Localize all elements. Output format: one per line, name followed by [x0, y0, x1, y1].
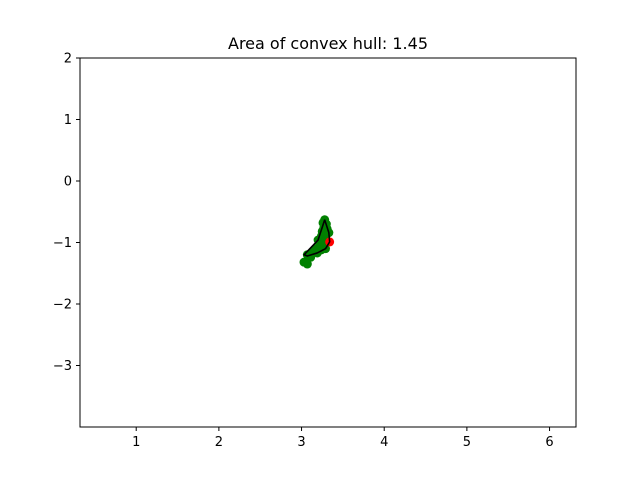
y-tick-label: −2 [53, 298, 72, 313]
x-tick-label: 1 [132, 435, 140, 450]
y-tick-label: −3 [53, 359, 72, 374]
y-tick-label: 1 [64, 113, 72, 128]
axes-frame [79, 57, 577, 428]
plot-area [299, 215, 335, 269]
x-tick-label: 3 [297, 435, 305, 450]
y-tick-label: 2 [64, 52, 72, 67]
chart-title: Area of convex hull: 1.45 [228, 34, 428, 53]
y-tick-label: 0 [64, 175, 72, 190]
data-point [302, 259, 312, 269]
x-tick-label: 5 [463, 435, 471, 450]
y-tick-label: −1 [53, 236, 72, 251]
x-tick-label: 6 [545, 435, 553, 450]
convex-hull-line [303, 219, 331, 257]
x-tick-label: 4 [380, 435, 388, 450]
axis-ticks: 1 2 3 4 5 6 2 1 0 −1 −2 −3 [53, 52, 554, 451]
x-tick-label: 2 [215, 435, 223, 450]
